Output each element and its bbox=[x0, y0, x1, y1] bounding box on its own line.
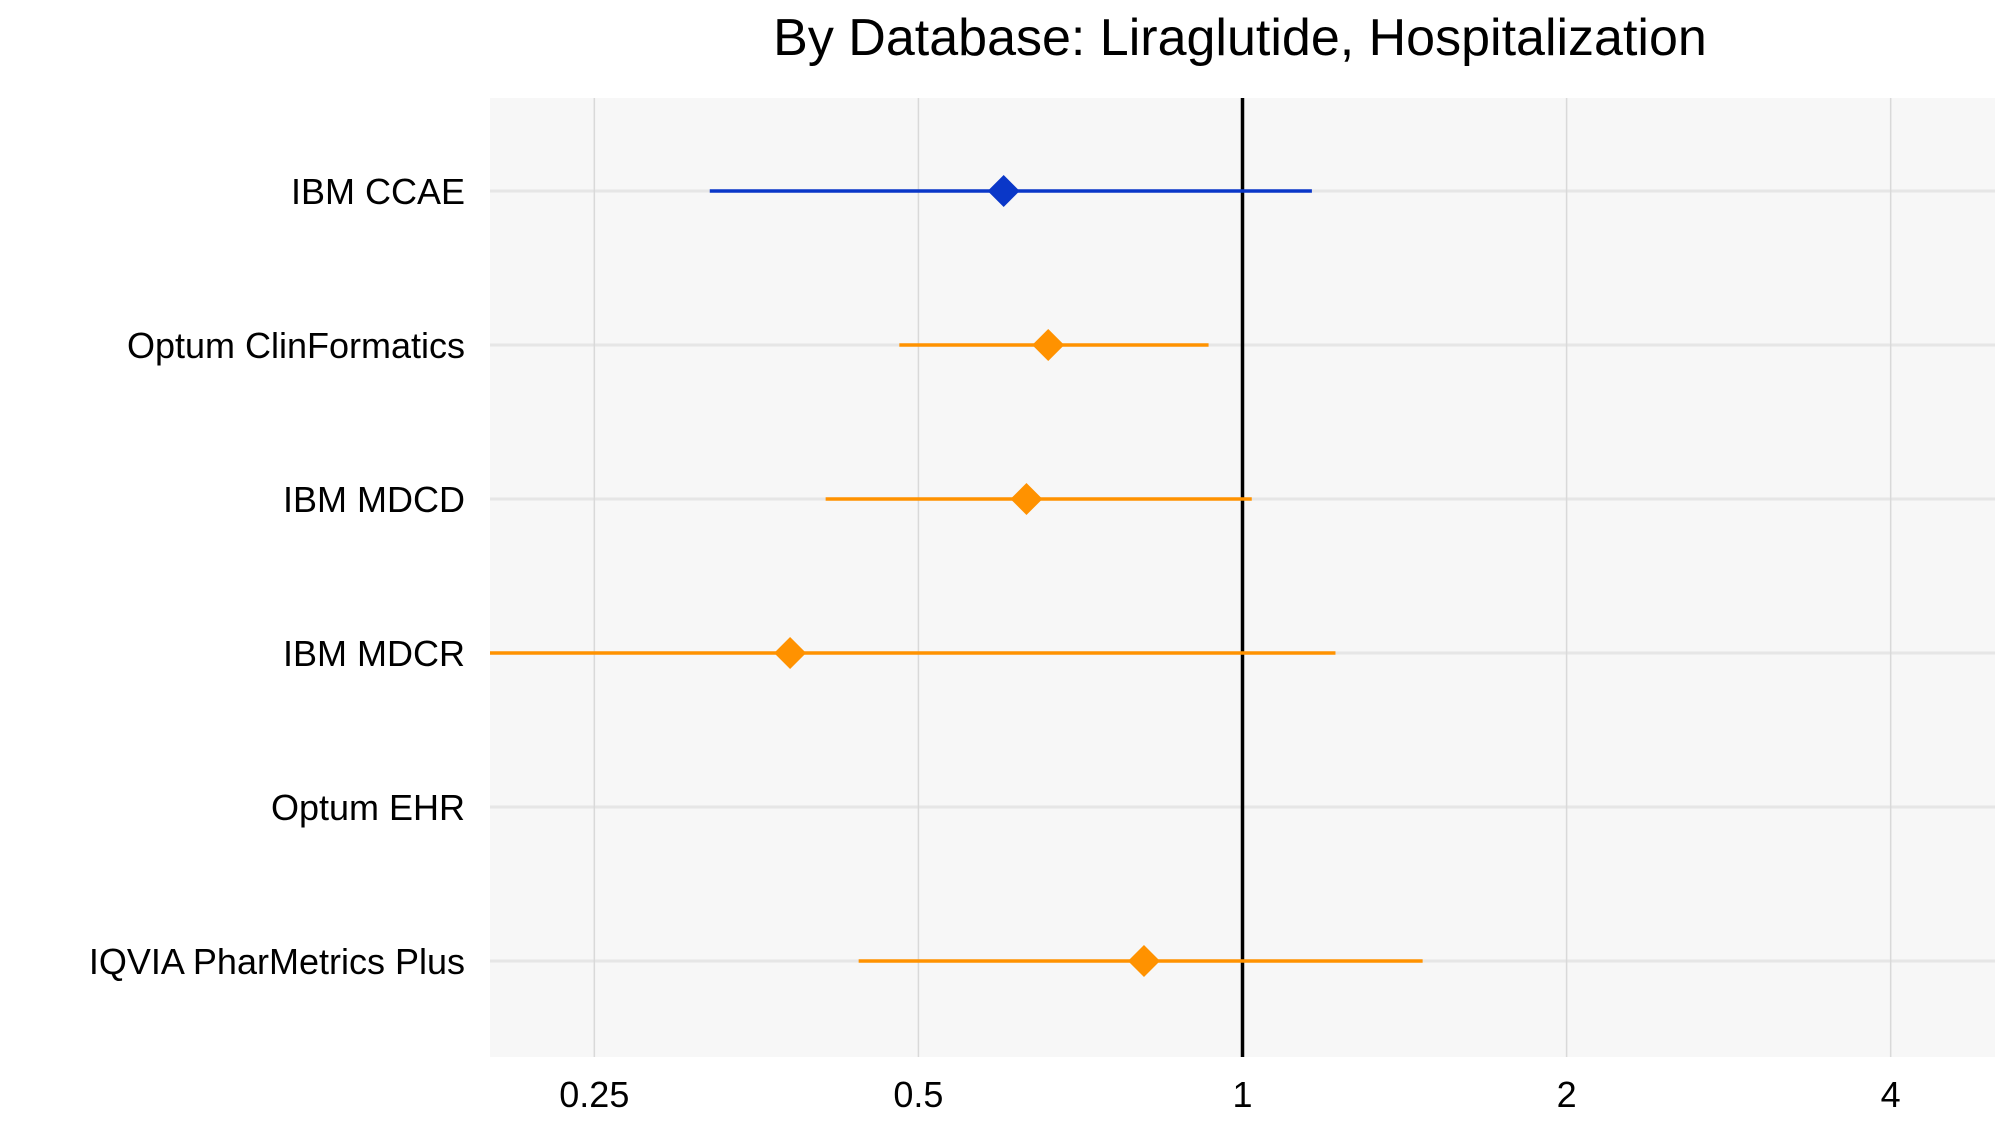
y-category-label: IQVIA PharMetrics Plus bbox=[89, 941, 465, 982]
x-tick-label: 2 bbox=[1557, 1074, 1577, 1115]
chart-title: By Database: Liraglutide, Hospitalizatio… bbox=[773, 9, 1707, 67]
y-category-label: IBM MDCD bbox=[283, 479, 465, 520]
x-tick-label: 0.5 bbox=[893, 1074, 943, 1115]
y-category-label: Optum EHR bbox=[271, 787, 465, 828]
point-estimate-marker bbox=[774, 637, 807, 669]
x-tick-label: 4 bbox=[1881, 1074, 1901, 1115]
y-category-label: Optum ClinFormatics bbox=[127, 325, 465, 366]
point-estimate-marker bbox=[1127, 945, 1160, 977]
x-tick-label: 1 bbox=[1232, 1074, 1252, 1115]
point-estimate-marker bbox=[1032, 329, 1065, 361]
y-category-label: IBM CCAE bbox=[291, 171, 465, 212]
x-tick-label: 0.25 bbox=[559, 1074, 629, 1115]
point-estimate-marker bbox=[1010, 483, 1043, 515]
point-estimate-marker bbox=[987, 175, 1020, 207]
y-category-label: IBM MDCR bbox=[283, 633, 465, 674]
